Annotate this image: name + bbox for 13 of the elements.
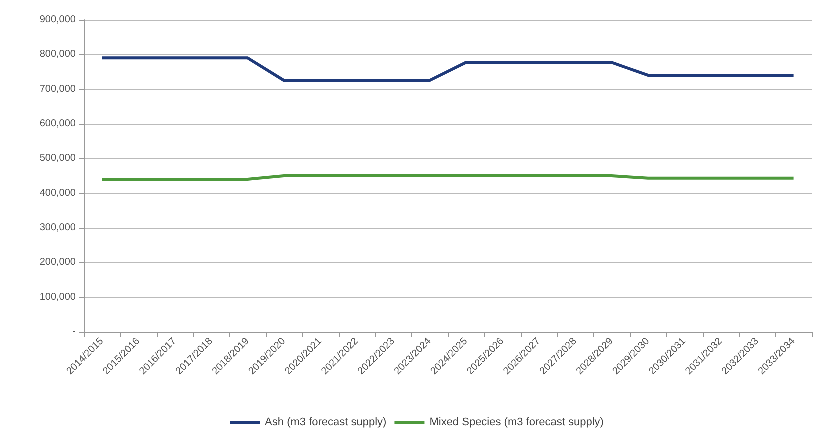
y-tick-label: 300,000 — [40, 222, 76, 234]
y-tick-label: 700,000 — [40, 84, 76, 95]
y-tick-label: 600,000 — [40, 118, 76, 130]
line-series — [100, 56, 796, 82]
legend-label: Mixed Species (m3 forecast supply) — [430, 416, 604, 428]
y-tick-label: 800,000 — [40, 49, 76, 60]
y-tick-label: 200,000 — [40, 257, 76, 268]
y-tick-label: 900,000 — [40, 14, 76, 26]
y-tick-label: 500,000 — [40, 153, 76, 164]
y-tick-label: - — [72, 326, 76, 338]
y-tick-label: 100,000 — [40, 292, 76, 303]
y-tick-label: 400,000 — [40, 188, 76, 199]
legend-label: Ash (m3 forecast supply) — [265, 416, 387, 428]
